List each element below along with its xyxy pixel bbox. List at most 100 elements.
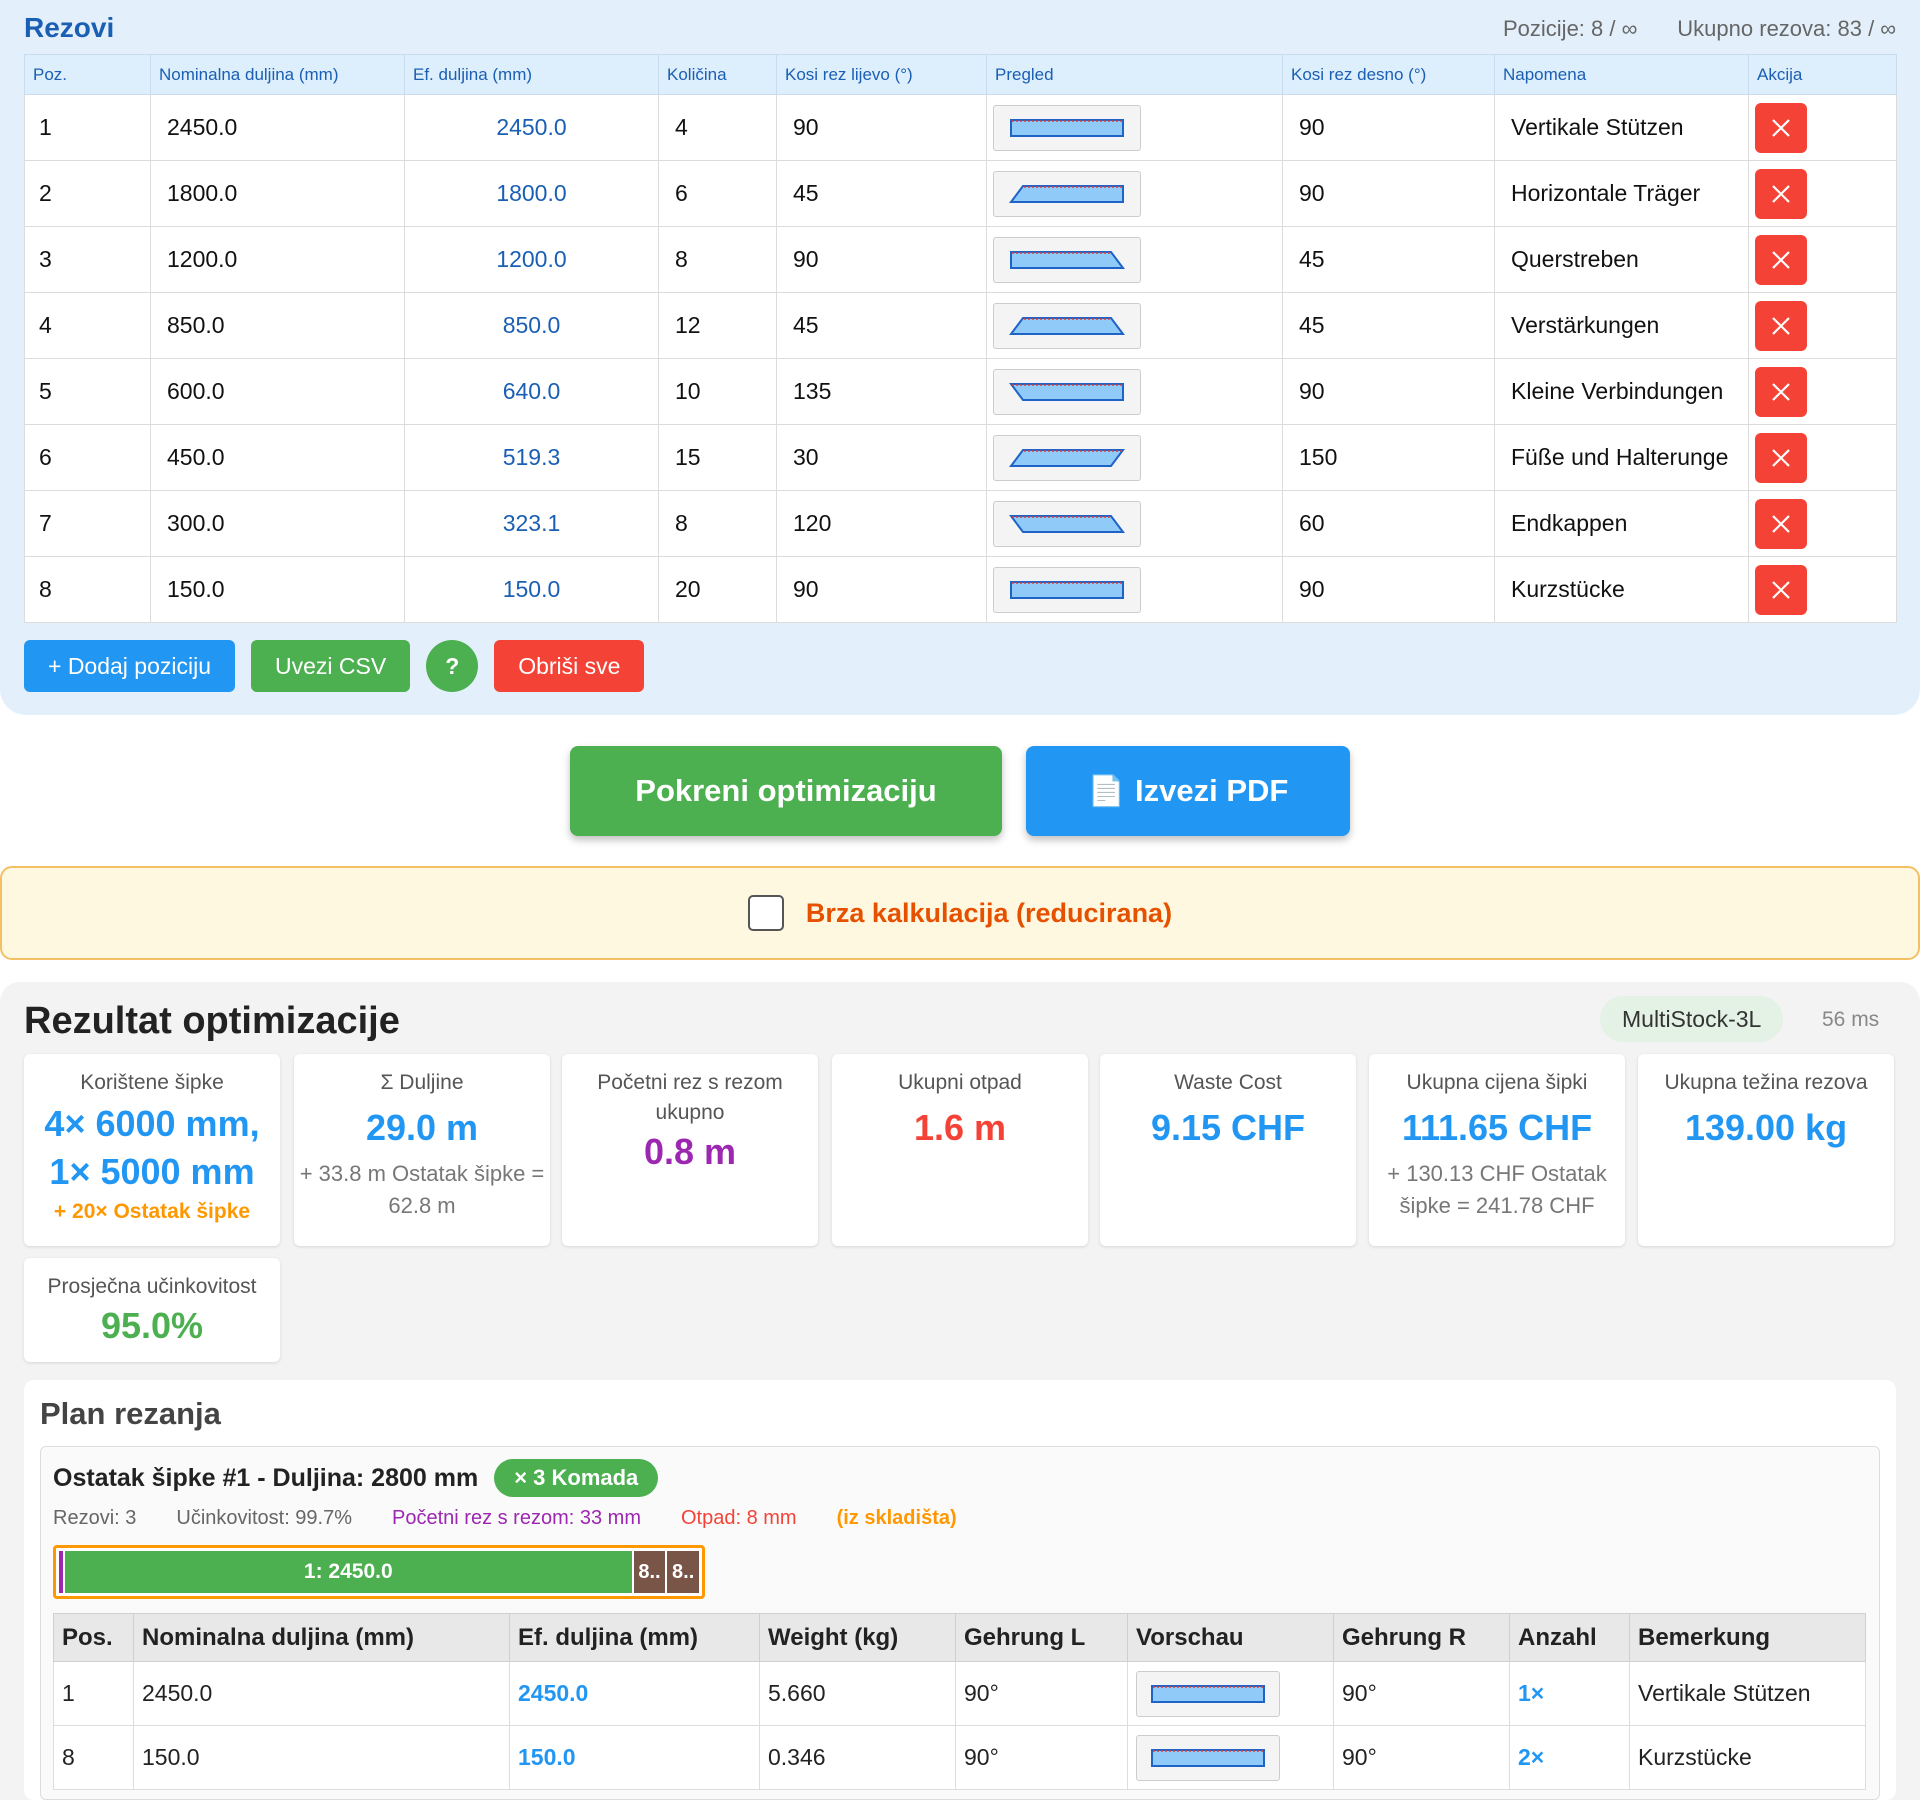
card-value: 29.0 m — [365, 1107, 479, 1148]
delete-row-button[interactable] — [1755, 564, 1807, 615]
cut-quantity[interactable]: 8 — [658, 226, 777, 293]
cut-note[interactable]: Vertikale Stützen — [1494, 94, 1749, 161]
cut-row: 7 300.0 323.1 8 120 60 Endkappen — [24, 490, 1897, 557]
cut-nominal-length[interactable]: 1200.0 — [150, 226, 405, 293]
piece-preview — [1136, 1670, 1280, 1717]
piece-preview-cell — [1127, 1725, 1334, 1790]
cut-preview-cell — [986, 358, 1283, 425]
cut-pos: 3 — [24, 226, 151, 293]
quick-calc-label[interactable]: Brza kalkulacija (reducirana) — [805, 897, 1173, 928]
cut-left-angle[interactable]: 90 — [776, 556, 987, 623]
delete-row-button[interactable] — [1755, 102, 1807, 153]
cut-nominal-length[interactable]: 850.0 — [150, 292, 405, 359]
cut-quantity[interactable]: 20 — [658, 556, 777, 623]
cut-quantity[interactable]: 8 — [658, 490, 777, 557]
delete-row-button[interactable] — [1755, 234, 1807, 285]
piece-preview-shape — [1010, 118, 1124, 137]
close-icon — [1770, 183, 1792, 205]
delete-row-button[interactable] — [1755, 300, 1807, 351]
cut-quantity[interactable]: 12 — [658, 292, 777, 359]
delete-row-button[interactable] — [1755, 432, 1807, 483]
cut-right-angle[interactable]: 45 — [1282, 226, 1495, 293]
stock-bar-waste: Otpad: 8 mm — [680, 1507, 797, 1529]
col-header-eff: Ef. duljina (mm) — [404, 54, 659, 95]
cut-left-angle[interactable]: 90 — [776, 226, 987, 293]
stock-bar-efficiency: Učinkovitost: 99.7% — [176, 1507, 353, 1529]
cut-nominal-length[interactable]: 150.0 — [150, 556, 405, 623]
cut-note[interactable]: Querstreben — [1494, 226, 1749, 293]
cut-preview-cell — [986, 226, 1283, 293]
algorithm-badge: MultiStock-3L — [1600, 996, 1784, 1042]
cut-quantity[interactable]: 6 — [658, 160, 777, 227]
quick-calc-checkbox[interactable] — [747, 895, 784, 931]
delete-row-button[interactable] — [1755, 168, 1807, 219]
cut-nominal-length[interactable]: 2450.0 — [150, 94, 405, 161]
piece-effective-length: 150.0 — [509, 1725, 760, 1790]
cut-nominal-length[interactable]: 450.0 — [150, 424, 405, 491]
cut-quantity[interactable]: 15 — [658, 424, 777, 491]
cut-preview-cell — [986, 292, 1283, 359]
cut-left-angle[interactable]: 90 — [776, 94, 987, 161]
cut-quantity[interactable]: 10 — [658, 358, 777, 425]
import-csv-button[interactable]: Uvezi CSV — [251, 640, 411, 692]
cut-preview — [993, 302, 1141, 349]
close-icon — [1770, 579, 1792, 601]
help-button[interactable]: ? — [426, 640, 479, 692]
cut-action-cell — [1748, 292, 1897, 359]
delete-row-button[interactable] — [1755, 366, 1807, 417]
cut-preview — [993, 434, 1141, 481]
cut-note[interactable]: Kleine Verbindungen — [1494, 358, 1749, 425]
cut-note[interactable]: Füße und Halterunge — [1494, 424, 1749, 491]
cut-left-angle[interactable]: 30 — [776, 424, 987, 491]
cut-right-angle[interactable]: 90 — [1282, 160, 1495, 227]
cut-quantity[interactable]: 4 — [658, 94, 777, 161]
cut-preview — [993, 368, 1141, 415]
cut-left-angle[interactable]: 45 — [776, 160, 987, 227]
col-header-pos: Poz. — [24, 54, 151, 95]
cut-segment[interactable]: 8.. — [633, 1551, 666, 1593]
add-position-button[interactable]: + Dodaj poziciju — [24, 640, 236, 692]
cut-effective-length: 640.0 — [404, 358, 659, 425]
card-sum-lengths: Σ Duljine 29.0 m + 33.8 m Ostatak šipke … — [294, 1054, 550, 1246]
cut-action-cell — [1748, 226, 1897, 293]
card-value: 111.65 CHF — [1401, 1107, 1593, 1148]
piece-preview-shape — [1009, 184, 1124, 203]
cut-right-angle[interactable]: 90 — [1282, 94, 1495, 161]
cut-note[interactable]: Endkappen — [1494, 490, 1749, 557]
cut-right-angle[interactable]: 60 — [1282, 490, 1495, 557]
clear-all-button[interactable]: Obriši sve — [494, 640, 645, 692]
piece-preview-shape — [1009, 382, 1124, 401]
cut-left-angle[interactable]: 135 — [776, 358, 987, 425]
cut-segment[interactable]: 1: 2450.0 — [64, 1551, 632, 1593]
piece-pos: 8 — [53, 1725, 134, 1790]
card-waste-cost: Waste Cost 9.15 CHF — [1100, 1054, 1356, 1246]
card-label: Prosječna učinkovitost — [47, 1275, 257, 1298]
card-bars-used: Korištene šipke 4× 6000 mm, 1× 5000 mm +… — [24, 1054, 280, 1246]
delete-row-button[interactable] — [1755, 498, 1807, 549]
card-value-line2: 1× 5000 mm — [49, 1151, 255, 1192]
export-pdf-button[interactable]: 📄 Izvezi PDF — [1026, 746, 1350, 836]
cuts-table: Poz. Nominalna duljina (mm) Ef. duljina … — [24, 54, 1897, 623]
cut-right-angle[interactable]: 150 — [1282, 424, 1495, 491]
col-header-weight: Weight (kg) — [759, 1613, 956, 1662]
cut-segment[interactable]: 8.. — [667, 1551, 700, 1593]
cut-right-angle[interactable]: 45 — [1282, 292, 1495, 359]
run-optimization-button[interactable]: Pokreni optimizaciju — [570, 746, 1002, 836]
cut-nominal-length[interactable]: 300.0 — [150, 490, 405, 557]
col-header-qty: Količina — [658, 54, 777, 95]
cut-right-angle[interactable]: 90 — [1282, 358, 1495, 425]
cut-nominal-length[interactable]: 600.0 — [150, 358, 405, 425]
cut-left-angle[interactable]: 45 — [776, 292, 987, 359]
close-icon — [1770, 117, 1792, 139]
cut-note[interactable]: Kurzstücke — [1494, 556, 1749, 623]
piece-nominal-length: 150.0 — [133, 1725, 510, 1790]
cut-nominal-length[interactable]: 1800.0 — [150, 160, 405, 227]
card-value: 9.15 CHF — [1150, 1107, 1306, 1148]
cut-left-angle[interactable]: 120 — [776, 490, 987, 557]
cut-note[interactable]: Horizontale Träger — [1494, 160, 1749, 227]
cut-note[interactable]: Verstärkungen — [1494, 292, 1749, 359]
cut-row: 2 1800.0 1800.0 6 45 90 Horizontale Träger — [24, 160, 1897, 227]
card-label: Ukupna cijena šipki — [1406, 1071, 1588, 1094]
cut-right-angle[interactable]: 90 — [1282, 556, 1495, 623]
cut-preview-cell — [986, 94, 1283, 161]
